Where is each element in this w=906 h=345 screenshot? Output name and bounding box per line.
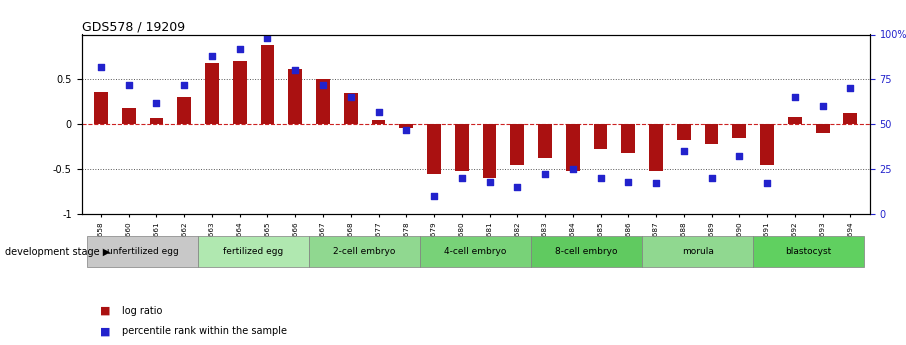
- Point: [260, 35, 275, 41]
- Bar: [233, 61, 246, 124]
- Bar: [343, 93, 358, 124]
- Text: GDS578 / 19209: GDS578 / 19209: [82, 20, 185, 33]
- Bar: [261, 45, 275, 124]
- Bar: [483, 124, 496, 178]
- Bar: [420, 236, 531, 267]
- Point: [482, 179, 496, 184]
- Text: ■: ■: [100, 326, 111, 336]
- Point: [732, 154, 747, 159]
- Bar: [510, 124, 525, 165]
- Bar: [121, 108, 136, 124]
- Bar: [205, 63, 219, 124]
- Bar: [400, 124, 413, 128]
- Bar: [309, 236, 420, 267]
- Bar: [593, 124, 608, 149]
- Bar: [427, 124, 441, 174]
- Text: log ratio: log ratio: [122, 306, 163, 315]
- Text: 4-cell embryo: 4-cell embryo: [445, 247, 506, 256]
- Point: [93, 64, 108, 70]
- Bar: [677, 124, 690, 140]
- Bar: [288, 69, 303, 124]
- Point: [371, 109, 386, 115]
- Point: [621, 179, 635, 184]
- Point: [288, 68, 303, 73]
- Bar: [753, 236, 864, 267]
- Bar: [649, 124, 663, 171]
- Point: [149, 100, 164, 106]
- Text: ■: ■: [100, 306, 111, 315]
- Bar: [732, 124, 747, 138]
- Text: unfertilized egg: unfertilized egg: [107, 247, 178, 256]
- Text: blastocyst: blastocyst: [786, 247, 832, 256]
- Bar: [149, 118, 163, 124]
- Point: [843, 86, 858, 91]
- Point: [815, 104, 830, 109]
- Point: [427, 193, 441, 199]
- Text: 8-cell embryo: 8-cell embryo: [555, 247, 618, 256]
- Bar: [566, 124, 580, 171]
- Bar: [622, 124, 635, 153]
- Bar: [455, 124, 468, 171]
- Bar: [538, 124, 552, 158]
- Bar: [94, 92, 108, 124]
- Point: [760, 181, 775, 186]
- Text: development stage ▶: development stage ▶: [5, 247, 110, 257]
- Point: [177, 82, 191, 88]
- Text: fertilized egg: fertilized egg: [224, 247, 284, 256]
- Bar: [531, 236, 642, 267]
- Point: [510, 184, 525, 190]
- Point: [704, 175, 718, 181]
- Point: [343, 95, 358, 100]
- Bar: [371, 120, 385, 124]
- Point: [787, 95, 802, 100]
- Bar: [87, 236, 198, 267]
- Point: [121, 82, 136, 88]
- Point: [455, 175, 469, 181]
- Point: [593, 175, 608, 181]
- Bar: [198, 236, 309, 267]
- Bar: [705, 124, 718, 144]
- Bar: [178, 97, 191, 124]
- Bar: [760, 124, 774, 165]
- Text: percentile rank within the sample: percentile rank within the sample: [122, 326, 287, 336]
- Bar: [788, 117, 802, 124]
- Bar: [642, 236, 753, 267]
- Bar: [843, 114, 857, 124]
- Text: 2-cell embryo: 2-cell embryo: [333, 247, 396, 256]
- Point: [538, 172, 553, 177]
- Point: [399, 127, 413, 132]
- Text: morula: morula: [681, 247, 714, 256]
- Bar: [316, 79, 330, 124]
- Point: [205, 53, 219, 59]
- Point: [649, 181, 663, 186]
- Bar: [815, 124, 830, 133]
- Point: [316, 82, 331, 88]
- Point: [677, 148, 691, 154]
- Point: [233, 46, 247, 52]
- Point: [565, 166, 580, 172]
